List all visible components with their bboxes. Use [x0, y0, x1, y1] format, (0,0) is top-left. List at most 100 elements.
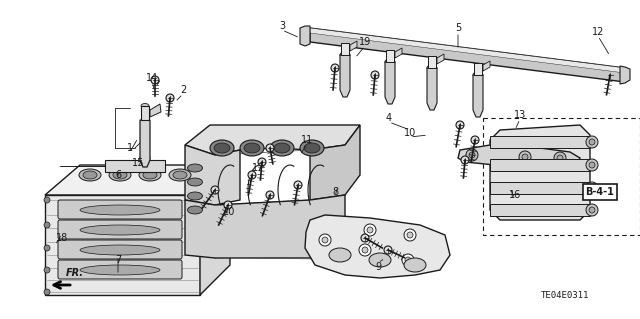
- Circle shape: [211, 186, 219, 194]
- Text: 17: 17: [252, 163, 264, 173]
- Ellipse shape: [79, 169, 101, 181]
- Ellipse shape: [210, 140, 234, 156]
- Ellipse shape: [80, 225, 160, 235]
- Polygon shape: [395, 48, 402, 58]
- Ellipse shape: [83, 171, 97, 179]
- Circle shape: [589, 162, 595, 168]
- Text: 1: 1: [127, 143, 133, 153]
- Circle shape: [469, 152, 475, 158]
- Circle shape: [586, 159, 598, 171]
- Polygon shape: [140, 120, 150, 167]
- Circle shape: [258, 158, 266, 166]
- Polygon shape: [340, 55, 350, 97]
- Circle shape: [395, 41, 405, 52]
- Text: 10: 10: [404, 128, 416, 138]
- Ellipse shape: [214, 143, 230, 153]
- Circle shape: [586, 204, 598, 216]
- Circle shape: [586, 136, 598, 148]
- Polygon shape: [45, 195, 200, 295]
- Text: 11: 11: [301, 135, 313, 145]
- Ellipse shape: [341, 41, 349, 46]
- Polygon shape: [490, 136, 590, 148]
- Circle shape: [577, 67, 582, 72]
- Text: B-4-1: B-4-1: [586, 187, 614, 197]
- Circle shape: [404, 229, 416, 241]
- Polygon shape: [437, 54, 444, 64]
- Polygon shape: [185, 125, 360, 155]
- Ellipse shape: [304, 143, 320, 153]
- Circle shape: [515, 57, 525, 67]
- Circle shape: [519, 151, 531, 163]
- Circle shape: [586, 182, 598, 194]
- Text: FR.: FR.: [66, 268, 84, 278]
- Ellipse shape: [369, 253, 391, 267]
- Polygon shape: [185, 145, 240, 205]
- Circle shape: [518, 60, 522, 64]
- Text: TE04E0311: TE04E0311: [541, 291, 589, 300]
- Circle shape: [44, 197, 50, 203]
- Text: 18: 18: [56, 233, 68, 243]
- Polygon shape: [341, 43, 349, 55]
- Ellipse shape: [474, 61, 482, 65]
- Circle shape: [589, 139, 595, 145]
- Text: 16: 16: [509, 190, 521, 200]
- Polygon shape: [490, 159, 590, 171]
- Circle shape: [266, 191, 274, 199]
- Circle shape: [589, 185, 595, 191]
- Polygon shape: [150, 104, 161, 117]
- Polygon shape: [428, 56, 436, 68]
- Circle shape: [294, 181, 302, 189]
- Circle shape: [44, 267, 50, 273]
- Ellipse shape: [340, 52, 350, 58]
- Circle shape: [575, 65, 585, 75]
- Ellipse shape: [188, 164, 202, 172]
- Ellipse shape: [385, 59, 395, 65]
- Ellipse shape: [80, 245, 160, 255]
- Polygon shape: [490, 182, 590, 194]
- Polygon shape: [427, 68, 437, 110]
- Circle shape: [522, 154, 528, 160]
- Ellipse shape: [428, 54, 436, 58]
- Text: 20: 20: [222, 207, 234, 217]
- Text: 19: 19: [359, 37, 371, 47]
- Ellipse shape: [80, 205, 160, 215]
- Circle shape: [140, 153, 150, 163]
- Circle shape: [248, 171, 256, 179]
- Ellipse shape: [274, 143, 290, 153]
- Polygon shape: [386, 50, 394, 62]
- Circle shape: [554, 152, 566, 164]
- Ellipse shape: [139, 169, 161, 181]
- Circle shape: [397, 44, 403, 49]
- Circle shape: [362, 247, 368, 253]
- Circle shape: [461, 156, 469, 164]
- Text: 4: 4: [386, 113, 392, 123]
- Text: 3: 3: [279, 21, 285, 31]
- Circle shape: [319, 234, 331, 246]
- FancyBboxPatch shape: [58, 220, 182, 239]
- Circle shape: [364, 224, 376, 236]
- Circle shape: [224, 201, 232, 209]
- Ellipse shape: [80, 265, 160, 275]
- Text: 5: 5: [455, 23, 461, 33]
- Circle shape: [589, 207, 595, 213]
- Polygon shape: [200, 165, 230, 295]
- Text: 15: 15: [132, 158, 144, 168]
- Ellipse shape: [427, 65, 437, 71]
- Circle shape: [331, 64, 339, 72]
- Polygon shape: [45, 165, 230, 195]
- Ellipse shape: [404, 258, 426, 272]
- Circle shape: [367, 227, 373, 233]
- Text: 6: 6: [115, 170, 121, 180]
- Polygon shape: [141, 106, 149, 120]
- Ellipse shape: [109, 169, 131, 181]
- Circle shape: [151, 76, 159, 84]
- Polygon shape: [105, 160, 165, 172]
- Polygon shape: [310, 125, 360, 200]
- Circle shape: [455, 49, 465, 59]
- Circle shape: [266, 144, 274, 152]
- Polygon shape: [185, 195, 345, 258]
- Circle shape: [471, 136, 479, 144]
- Text: 9: 9: [375, 262, 381, 272]
- Polygon shape: [310, 28, 625, 73]
- Circle shape: [44, 222, 50, 228]
